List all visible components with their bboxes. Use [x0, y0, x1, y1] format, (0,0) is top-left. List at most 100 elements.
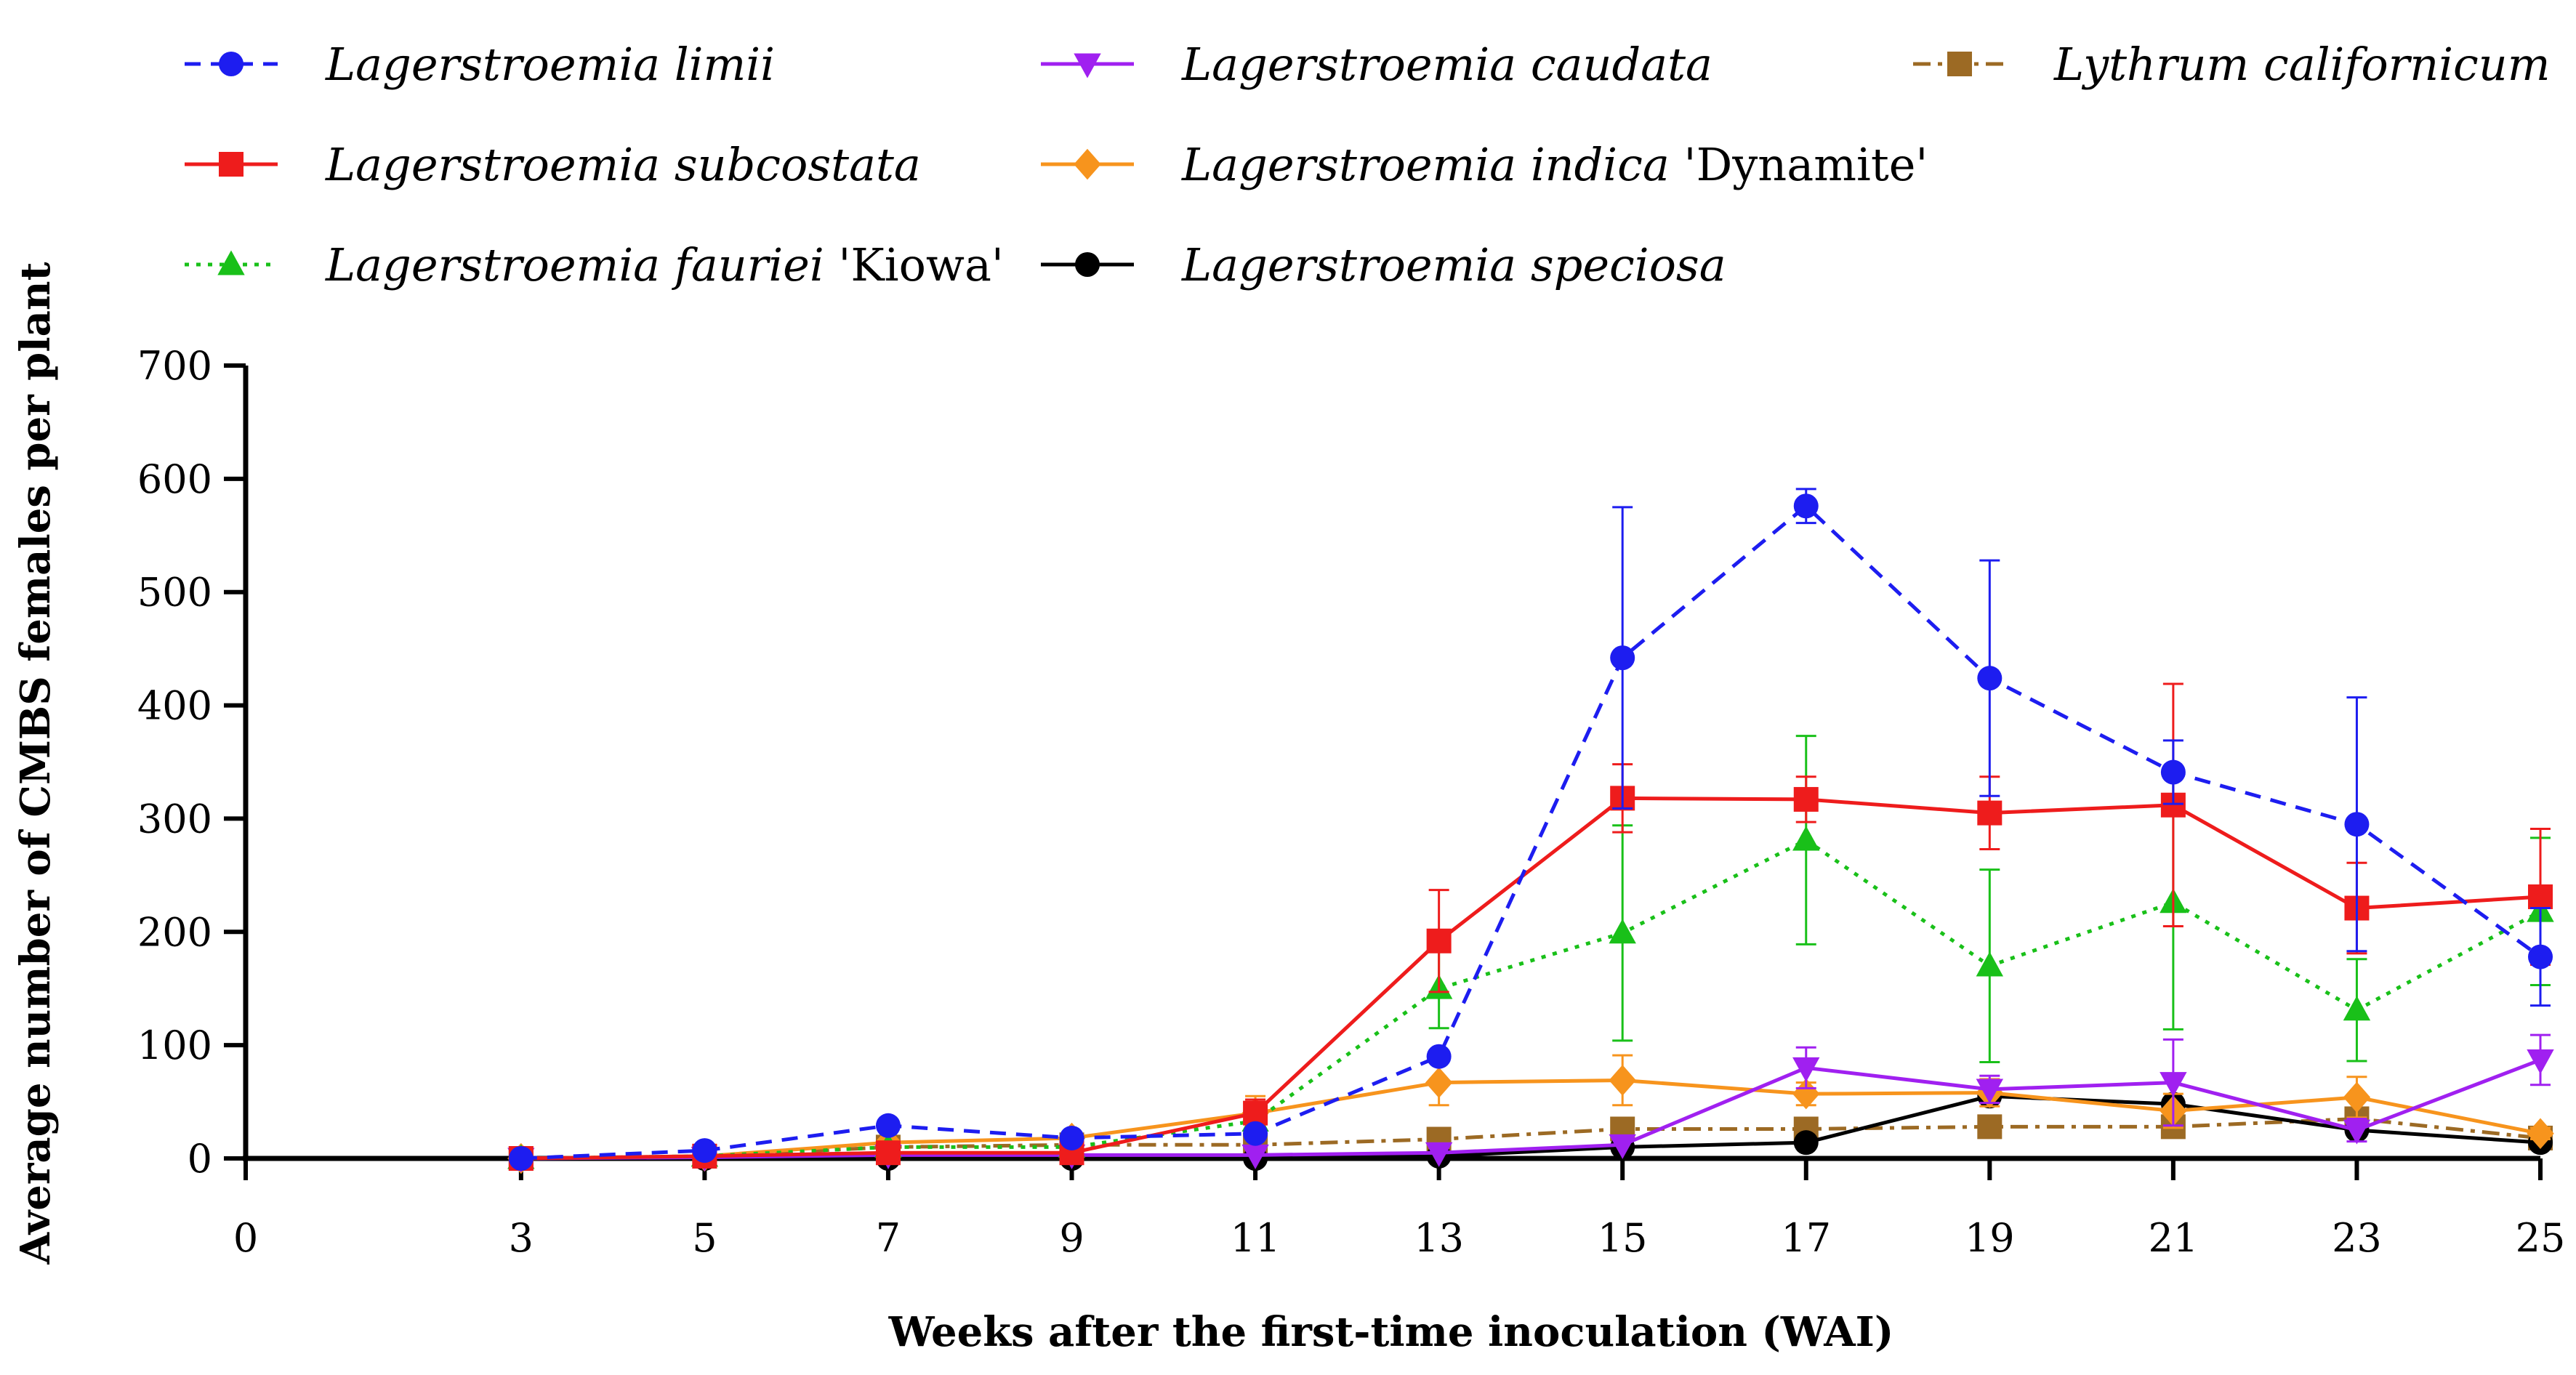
data-point — [1793, 786, 1819, 812]
legend-label: Lagerstroemia caudata — [1181, 38, 1712, 91]
legend-marker — [1947, 52, 1972, 76]
data-point — [1426, 1044, 1452, 1069]
legend-item: Lagerstroemia speciosa — [1041, 238, 1726, 291]
legend-marker — [1074, 148, 1101, 180]
legend-label: Lagerstroemia speciosa — [1181, 238, 1726, 291]
data-point — [1059, 1125, 1084, 1150]
y-axis-title: Average number of CMBS females per plant — [12, 262, 60, 1265]
legend-item: Lagerstroemia indica 'Dynamite' — [1041, 138, 1928, 191]
legend-marker — [1075, 252, 1100, 277]
data-point — [1976, 1078, 2004, 1104]
x-tick-label: 11 — [1231, 1215, 1281, 1261]
legend-label-italic: Lagerstroemia subcostata — [325, 138, 921, 191]
legend-label-suffix: 'Dynamite' — [1670, 138, 1928, 191]
legend: Lagerstroemia limii Lagerstroemia subcost… — [185, 38, 2550, 291]
x-tick-label: 17 — [1781, 1215, 1831, 1261]
data-point — [2343, 1119, 2371, 1145]
x-tick-label: 23 — [2332, 1215, 2382, 1261]
data-point — [1425, 1142, 1453, 1167]
data-point — [508, 1146, 534, 1171]
data-point — [2343, 996, 2371, 1021]
y-tick-label: 500 — [137, 570, 212, 616]
y-tick-label: 700 — [137, 343, 212, 389]
series-layer — [507, 488, 2554, 1174]
legend-label: Lagerstroemia limii — [325, 38, 775, 91]
series-line — [520, 1116, 2541, 1161]
data-point — [1792, 1057, 1820, 1082]
data-point — [1241, 1144, 1269, 1169]
legend-marker — [219, 52, 243, 76]
x-tick-label: 21 — [2149, 1215, 2199, 1261]
data-point — [1793, 1130, 1819, 1156]
data-point — [875, 1140, 901, 1166]
y-tick-label: 300 — [137, 796, 212, 842]
x-tick-label: 15 — [1598, 1215, 1648, 1261]
legend-label-italic: Lagerstroemia caudata — [1181, 38, 1712, 91]
x-tick-label: 3 — [509, 1215, 534, 1261]
series-lagerstroemia-subcostata — [508, 682, 2553, 1171]
y-tick-label: 600 — [137, 456, 212, 502]
y-tick-label: 400 — [137, 683, 212, 729]
legend-item: Lagerstroemia caudata — [1041, 38, 1712, 91]
x-tick-label: 0 — [233, 1215, 258, 1261]
data-point — [2344, 812, 2370, 837]
data-point — [2527, 1118, 2554, 1149]
data-point — [2160, 759, 2186, 785]
data-point — [1792, 826, 1820, 851]
series-line — [520, 838, 2542, 1161]
series-line — [520, 1078, 2541, 1161]
x-tick-label: 19 — [1965, 1215, 2015, 1261]
x-tick-label: 5 — [692, 1215, 717, 1261]
y-ticks: 0 100 200 300 400 500 600 700 — [137, 343, 246, 1182]
legend-marker — [217, 250, 245, 275]
data-point — [875, 1113, 901, 1138]
data-point — [2527, 1049, 2554, 1074]
legend-label-italic: Lagerstroemia indica — [1181, 138, 1670, 191]
x-tick-label: 25 — [2516, 1215, 2566, 1261]
legend-marker — [1074, 53, 1101, 78]
data-point — [1793, 493, 1819, 519]
x-tick-label: 9 — [1059, 1215, 1084, 1261]
data-point — [1609, 919, 1636, 944]
data-point — [1610, 645, 1635, 671]
legend-label-suffix: 'Kiowa' — [838, 238, 1004, 291]
data-point — [1976, 951, 2004, 977]
data-point — [1425, 1067, 1453, 1098]
data-point — [1977, 800, 2003, 826]
series-line — [520, 504, 2542, 1161]
data-point — [1792, 1078, 1820, 1110]
y-tick-label: 200 — [137, 909, 212, 955]
data-point — [2528, 884, 2553, 909]
x-ticks: 0 3 5 7 9 11 13 15 17 19 21 23 25 — [233, 1158, 2566, 1261]
data-point — [1977, 1114, 2003, 1140]
series-line — [520, 1058, 2541, 1161]
series-line — [520, 796, 2541, 1161]
x-tick-label: 7 — [876, 1215, 901, 1261]
legend-label: Lythrum californicum — [2053, 38, 2550, 91]
legend-item: Lagerstroemia subcostata — [185, 138, 921, 191]
legend-label-italic: Lagerstroemia fauriei — [325, 238, 838, 291]
legend-label: Lagerstroemia indica 'Dynamite' — [1181, 138, 1928, 191]
legend-marker — [219, 152, 243, 177]
x-axis-title: Weeks after the first-time inoculation (… — [888, 1308, 1894, 1356]
legend-label-italic: Lythrum californicum — [2053, 38, 2550, 91]
legend-item: Lythrum californicum — [1913, 38, 2550, 91]
legend-label: Lagerstroemia subcostata — [325, 138, 921, 191]
legend-label: Lagerstroemia fauriei 'Kiowa' — [325, 238, 1004, 291]
y-tick-label: 100 — [137, 1023, 212, 1068]
data-point — [1243, 1121, 1268, 1146]
data-point — [2160, 1072, 2187, 1097]
axes: 0 100 200 300 400 500 600 700 0 3 5 7 9 11 13 15 17 19 21… — [137, 343, 2565, 1261]
legend-label-italic: Lagerstroemia speciosa — [1181, 238, 1726, 291]
series-lagerstroemia-limii — [508, 488, 2553, 1171]
data-point — [1609, 1065, 1636, 1096]
data-point — [1426, 928, 1452, 953]
legend-label-italic: Lagerstroemia limii — [325, 38, 775, 91]
legend-item: Lagerstroemia fauriei 'Kiowa' — [185, 238, 1004, 291]
data-point — [1977, 666, 2003, 691]
data-point — [692, 1138, 717, 1164]
legend-item: Lagerstroemia limii — [185, 38, 775, 91]
y-tick-label: 0 — [188, 1136, 212, 1182]
data-point — [2528, 944, 2553, 969]
